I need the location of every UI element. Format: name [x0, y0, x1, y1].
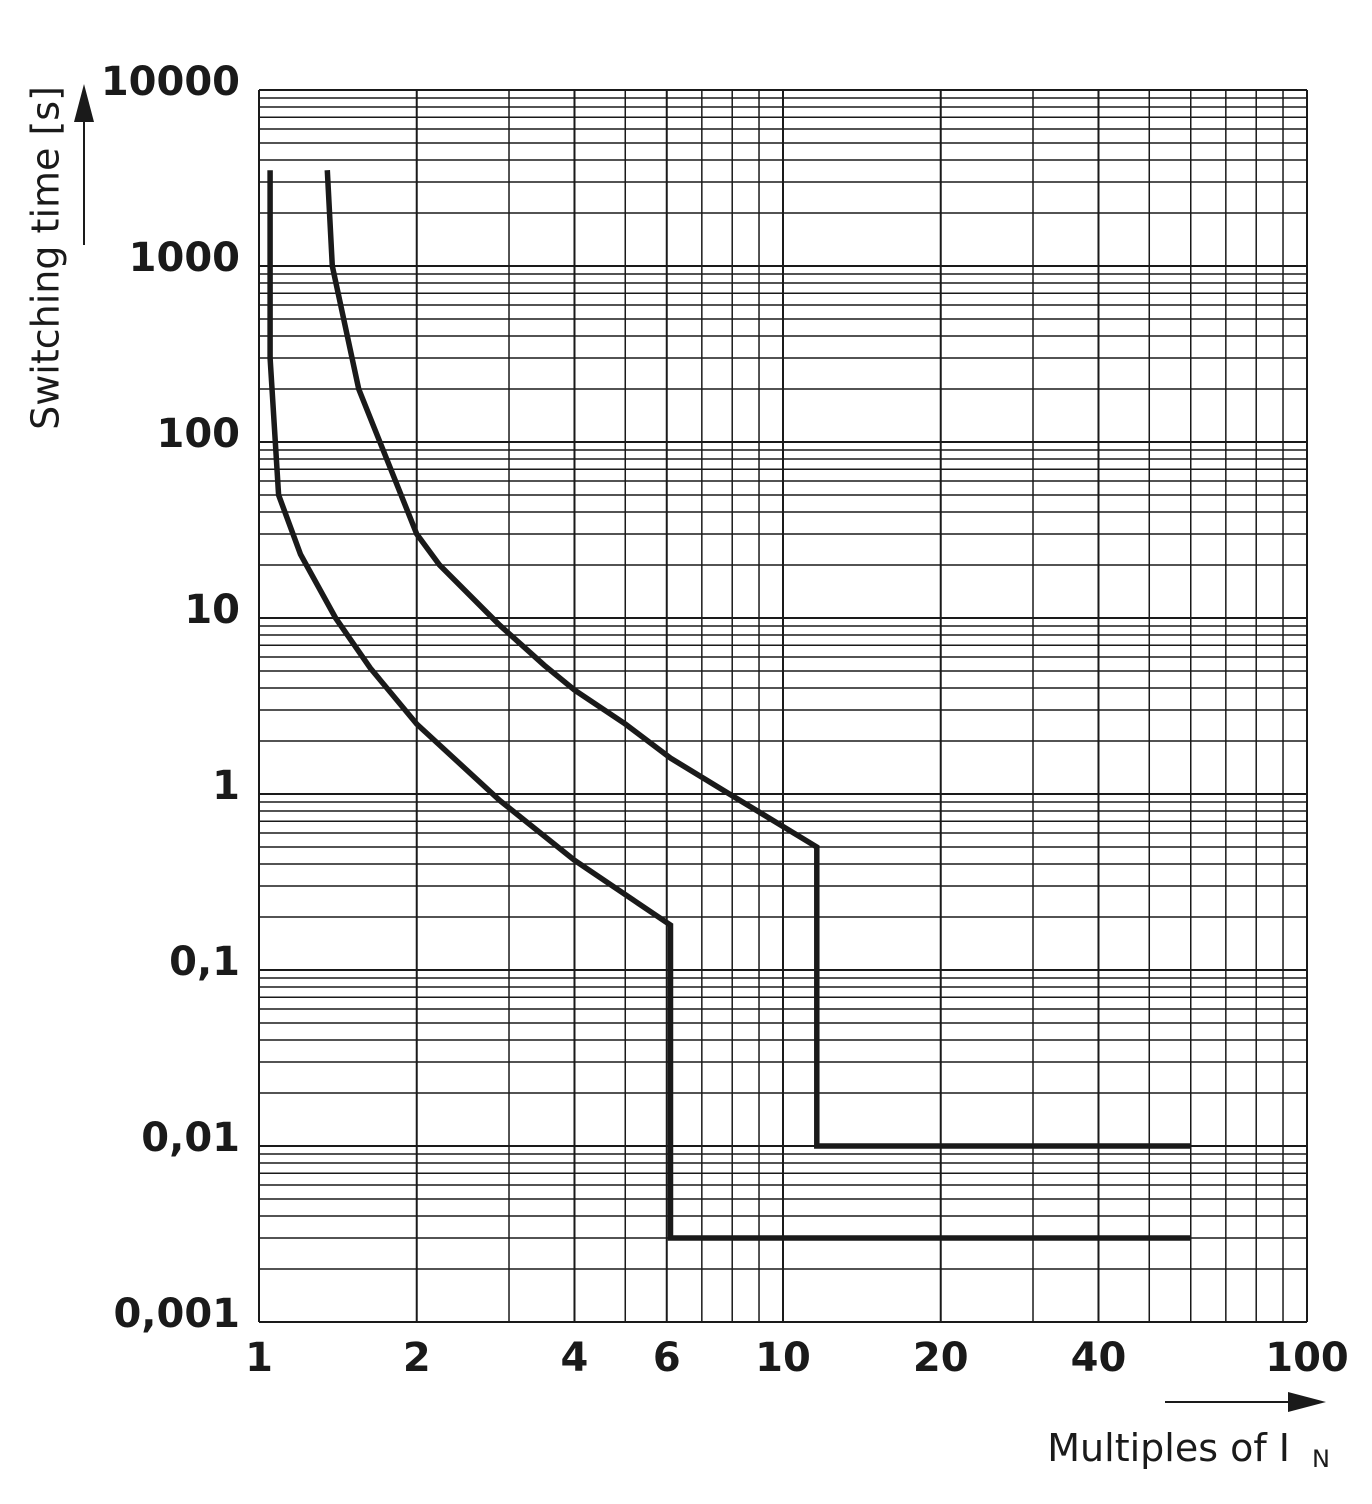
x-axis-label-main: Multiples of I: [1047, 1426, 1290, 1470]
x-tick-label: 100: [1265, 1335, 1349, 1381]
y-tick-label: 0,01: [141, 1115, 240, 1161]
y-tick-label: 1000: [129, 235, 240, 281]
y-tick-label: 0,1: [169, 939, 240, 985]
lines: [267, 170, 1191, 1241]
x-tick-label: 10: [755, 1335, 811, 1381]
curve: [324, 170, 1191, 1149]
y-tick-label: 10000: [101, 59, 240, 105]
y-tick-label: 1: [212, 763, 240, 809]
y-tick-label: 100: [157, 411, 241, 457]
y-tick-label: 10: [184, 587, 240, 633]
x-axis-label: Multiples of I: [1047, 1426, 1290, 1470]
y-tick-label: 0,001: [113, 1291, 240, 1337]
x-tick-label: 2: [403, 1335, 431, 1381]
curve: [267, 170, 1191, 1241]
x-tick-label: 40: [1071, 1335, 1127, 1381]
x-axis-label-subscript: N: [1312, 1445, 1330, 1473]
y-arrowhead: [74, 84, 94, 122]
x-arrowhead: [1288, 1392, 1326, 1412]
x-tick-label: 4: [561, 1335, 589, 1381]
x-tick-label: 6: [653, 1335, 681, 1381]
x-tick-label: 20: [913, 1335, 969, 1381]
x-tick-label: 1: [245, 1335, 273, 1381]
y-axis-label: Switching time [s]: [24, 86, 68, 430]
grid: [258, 89, 1308, 1323]
